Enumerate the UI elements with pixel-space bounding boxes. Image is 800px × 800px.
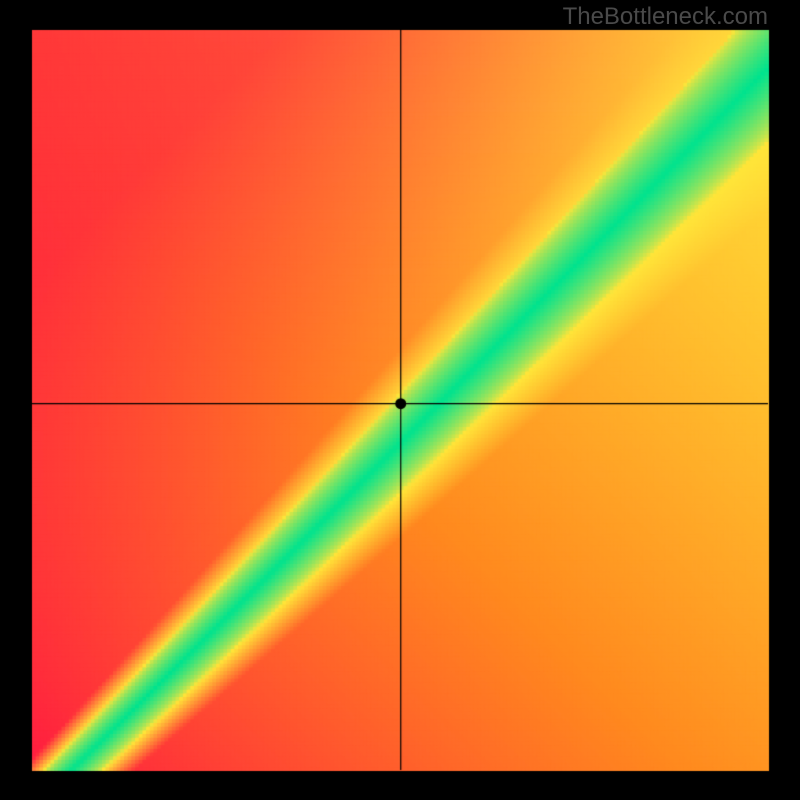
bottleneck-heatmap <box>0 0 800 800</box>
watermark-text: TheBottleneck.com <box>563 3 768 31</box>
